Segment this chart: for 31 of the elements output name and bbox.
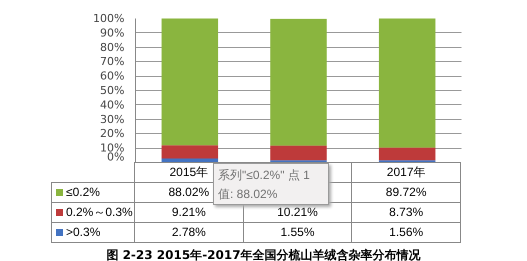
- data-label: 88.02%: [168, 184, 210, 201]
- y-tick-label: 20%: [100, 127, 125, 140]
- bar: [162, 145, 218, 158]
- x-tick-label: 2015年: [169, 164, 208, 179]
- data-label: 1.55%: [280, 224, 314, 241]
- legend-label: >0.3%: [66, 224, 100, 241]
- data-label: 1.56%: [389, 224, 424, 241]
- data-label: 89.72%: [386, 184, 426, 201]
- y-tick-label: 30%: [100, 112, 125, 126]
- text: 图 2-23 2015年-2017年全国分梳山羊绒含杂率分布情况: [105, 247, 422, 261]
- bar: [378, 18, 436, 148]
- y-tick-label: 90%: [100, 26, 125, 40]
- y-tick-label: 70%: [100, 55, 125, 68]
- data-label: 8.73%: [389, 204, 424, 221]
- x-tick-label: 2017年: [351, 162, 461, 183]
- bar: [162, 18, 218, 146]
- y-tick-label: 100%: [93, 12, 125, 25]
- text: 值: 88.02%: [218, 186, 278, 203]
- y-tick-label: 50%: [100, 84, 125, 97]
- bar: [270, 18, 327, 146]
- text: 系列"≤0.2%" 点 1: [218, 167, 311, 184]
- y-tick-label: 60%: [100, 70, 125, 83]
- data-label: 2.78%: [172, 224, 206, 241]
- y-tick-label: 80%: [100, 40, 125, 54]
- legend-label: 0.2%～0.3%: [66, 204, 133, 221]
- legend-label: ≤0.2%: [66, 184, 100, 201]
- bar: [270, 146, 327, 160]
- y-tick-label: 40%: [100, 98, 125, 112]
- data-label: 9.21%: [172, 204, 206, 221]
- bar: [378, 148, 436, 160]
- data-label: 10.21%: [277, 204, 318, 221]
